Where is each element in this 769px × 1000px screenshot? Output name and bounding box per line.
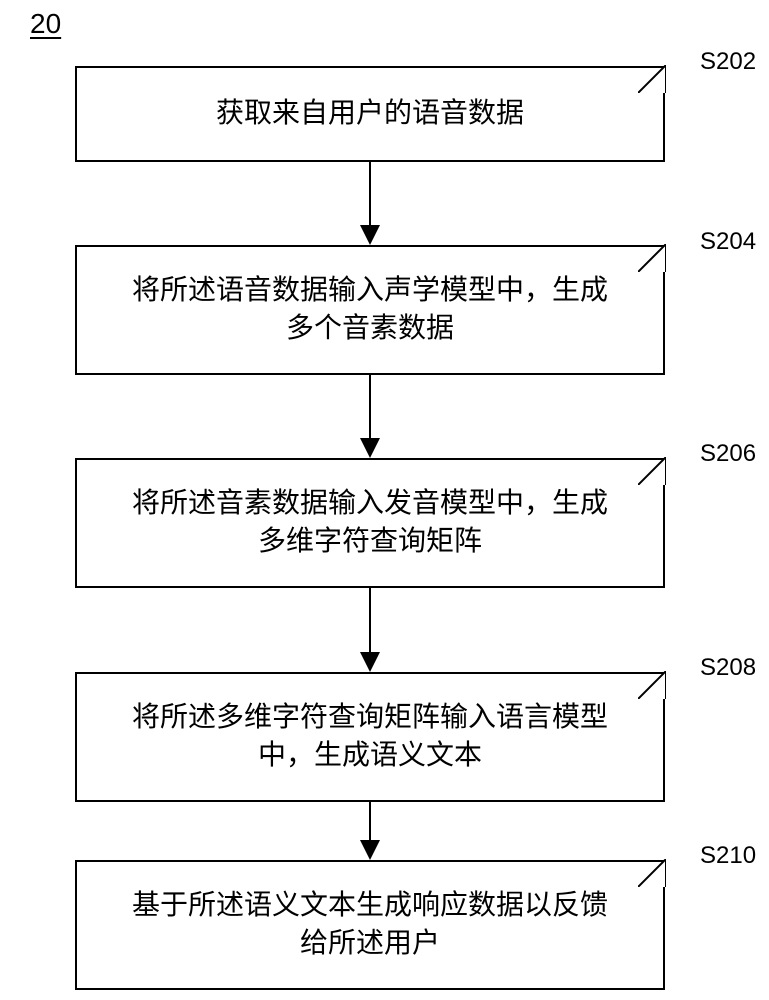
step-label-s210: S210 bbox=[700, 842, 756, 870]
step-box-s210: 基于所述语义文本生成响应数据以反馈 给所述用户 bbox=[75, 860, 665, 990]
step-text: 基于所述语义文本生成响应数据以反馈 给所述用户 bbox=[132, 887, 608, 963]
flowchart-canvas: 20获取来自用户的语音数据S202将所述语音数据输入声学模型中，生成 多个音素数… bbox=[0, 0, 769, 1000]
flow-arrow bbox=[0, 0, 769, 1000]
